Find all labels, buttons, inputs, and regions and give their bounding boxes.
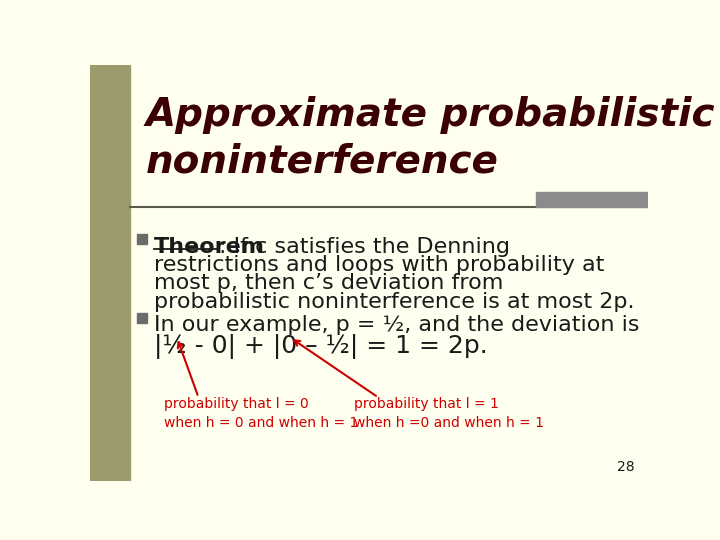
Text: Approximate probabilistic
noninterference: Approximate probabilistic noninterferenc… xyxy=(145,96,715,180)
Text: |½ - 0| + |0 – ½| = 1 = 2p.: |½ - 0| + |0 – ½| = 1 = 2p. xyxy=(153,334,487,359)
Text: restrictions and loops with probability at: restrictions and loops with probability … xyxy=(153,255,604,275)
Text: 28: 28 xyxy=(617,461,635,475)
Text: probabilistic noninterference is at most 2p.: probabilistic noninterference is at most… xyxy=(153,292,634,312)
Bar xyxy=(137,313,147,323)
Text: probability that l = 1
when h =0 and when h = 1: probability that l = 1 when h =0 and whe… xyxy=(354,397,544,430)
Bar xyxy=(536,192,648,207)
Text: most p, then c’s deviation from: most p, then c’s deviation from xyxy=(153,273,503,293)
Text: Theorem: Theorem xyxy=(153,237,264,256)
Bar xyxy=(90,65,130,481)
Text: : If c satisfies the Denning: : If c satisfies the Denning xyxy=(219,237,510,256)
Text: In our example, p = ½, and the deviation is: In our example, p = ½, and the deviation… xyxy=(153,315,639,335)
Bar xyxy=(137,234,147,244)
Text: probability that l = 0
when h = 0 and when h = 1: probability that l = 0 when h = 0 and wh… xyxy=(163,397,358,430)
